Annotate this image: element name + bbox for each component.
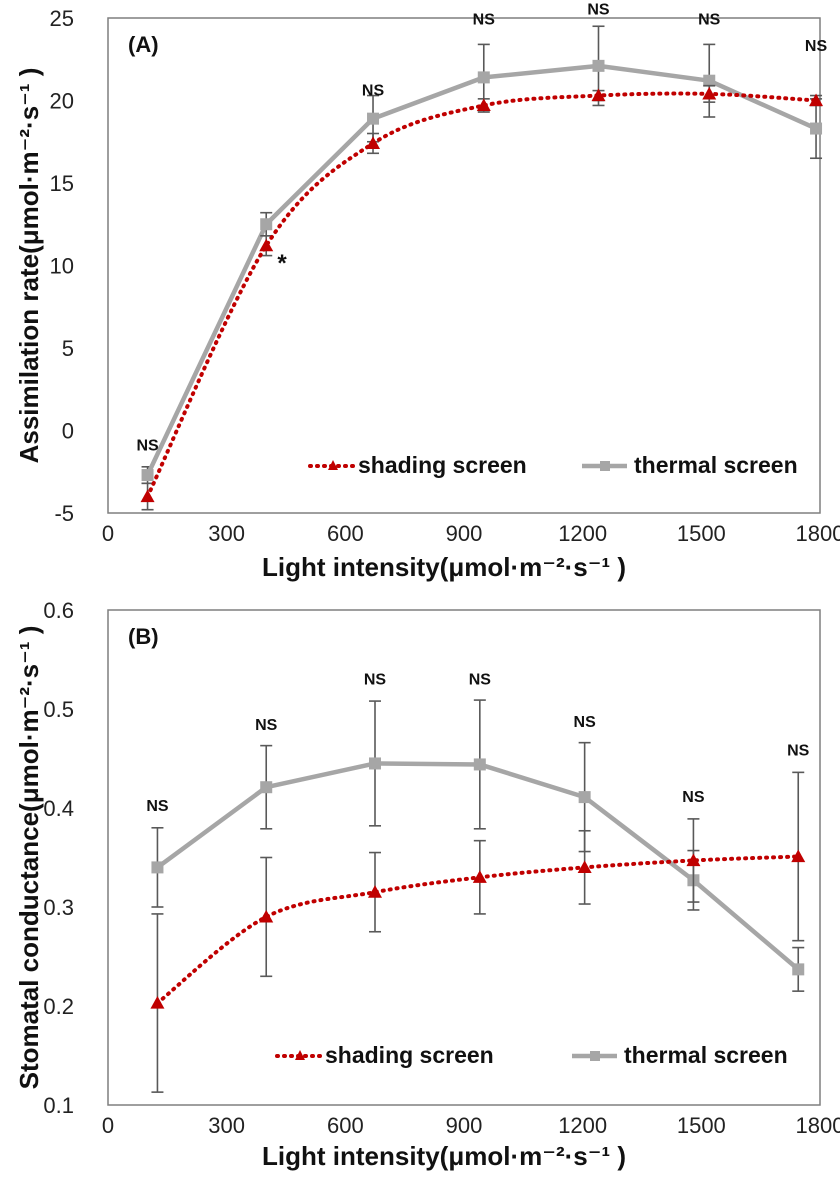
significance-label: * [277,250,287,277]
data-point-square [141,469,154,482]
significance-label: NS [255,717,278,734]
series-thermal-screen [151,699,805,992]
data-point-triangle [150,996,165,1009]
significance-label: NS [362,83,385,100]
significance-label: NS [787,743,810,760]
series-line [145,91,819,499]
error-bars [151,699,805,992]
data-point-square [703,74,716,87]
data-point-triangle [368,885,382,898]
significance-label: NS [682,789,705,806]
y-axis-label: Assimilation rate(μmol·m⁻²·s⁻¹ ) [14,68,44,464]
x-tick-label: 300 [208,521,245,546]
data-point-square [367,112,380,125]
series-thermal-screen [141,25,823,485]
significance-label: NS [469,671,492,688]
data-point-square [369,757,381,770]
data-point-triangle [472,870,487,883]
significance-label: NS [587,2,610,19]
x-tick-label: 900 [446,1113,483,1138]
significance-label: NS [574,714,597,731]
y-tick-label: 0.5 [43,697,74,722]
significance-label: NS [473,12,496,29]
significance-label: NS [364,671,387,688]
series-line [145,63,817,477]
y-axis-label: Stomatal conductance(μmol·m⁻²·s⁻¹ ) [14,626,44,1090]
y-tick-label: 5 [62,336,74,361]
data-point-triangle [259,909,274,923]
x-axis-label: Light intensity(μmol·m⁻²·s⁻¹ ) [262,1141,626,1171]
y-tick-label: 0.4 [43,796,74,821]
legend-marker-triangle [295,1050,305,1060]
x-axis-label: Light intensity(μmol·m⁻²·s⁻¹ ) [262,552,626,582]
error-bars [141,84,823,511]
data-point-square [592,59,605,72]
data-point-triangle [476,98,491,112]
y-tick-label: 0.2 [43,994,74,1019]
data-point-triangle [702,86,717,100]
chart-panel-b: (B) 0 300 600 900 1200 1500 1800 0.1 0.2 0.3 0.4 0.5… [14,598,840,1171]
panel-label: (A) [128,32,159,57]
series-shading-screen [140,84,824,511]
chart-panel-a: (A) 0 300 600 900 1200 1500 1800 -5 0 5 10 15 20 25 Lig… [14,2,840,582]
x-tick-label: 0 [102,521,114,546]
significance-label: NS [146,798,169,815]
data-point-triangle [591,88,606,102]
data-point-triangle [366,136,381,149]
x-tick-label: 300 [208,1113,245,1138]
plot-frame [107,609,821,1106]
plot-frame [107,17,821,514]
legend-label: thermal screen [634,452,798,478]
significance-label: NS [136,437,159,454]
panel-label: (B) [128,624,159,649]
y-tick-label: 15 [50,171,74,196]
legend-label: thermal screen [624,1042,788,1068]
x-tick-label: 1800 [796,1113,840,1138]
data-point-square [260,218,273,231]
legend-marker-square [600,461,610,471]
data-point-square [477,71,490,84]
data-point-triangle [577,860,592,873]
legend-marker-triangle [328,460,338,470]
legend-label: shading screen [358,452,527,478]
y-tick-label: -5 [54,501,74,526]
data-point-triangle [686,853,701,867]
data-point-triangle [791,849,806,863]
legend: shading screen thermal screen [308,452,798,478]
x-tick-label: 600 [327,521,364,546]
significance-label: NS [805,38,828,55]
legend: shading screen thermal screen [275,1042,788,1068]
data-point-square [260,781,273,794]
data-point-triangle [140,489,155,503]
data-point-square [792,963,805,976]
y-tick-label: 25 [50,6,74,31]
legend-marker-square [590,1051,600,1061]
x-tick-label: 1500 [677,521,726,546]
y-tick-label: 0.3 [43,895,74,920]
x-tick-label: 1800 [796,521,840,546]
data-point-square [473,758,486,771]
error-bars [141,25,823,485]
x-tick-label: 900 [446,521,483,546]
x-tick-label: 600 [327,1113,364,1138]
y-tick-label: 0.1 [43,1093,74,1118]
x-tick-label: 1500 [677,1113,726,1138]
data-point-square [151,861,164,874]
x-tick-label: 1200 [558,521,607,546]
legend-label: shading screen [325,1042,494,1068]
data-point-square [810,122,823,135]
data-point-triangle [809,93,824,107]
y-tick-label: 0.6 [43,598,74,623]
x-tick-label: 0 [102,1113,114,1138]
series-shading-screen [150,771,806,1093]
data-point-square [578,791,591,804]
y-tick-label: 20 [50,89,74,114]
y-tick-label: 10 [50,254,74,279]
data-point-triangle [259,238,274,252]
y-tick-label: 0 [62,419,74,444]
significance-label: NS [698,12,721,29]
x-tick-label: 1200 [558,1113,607,1138]
